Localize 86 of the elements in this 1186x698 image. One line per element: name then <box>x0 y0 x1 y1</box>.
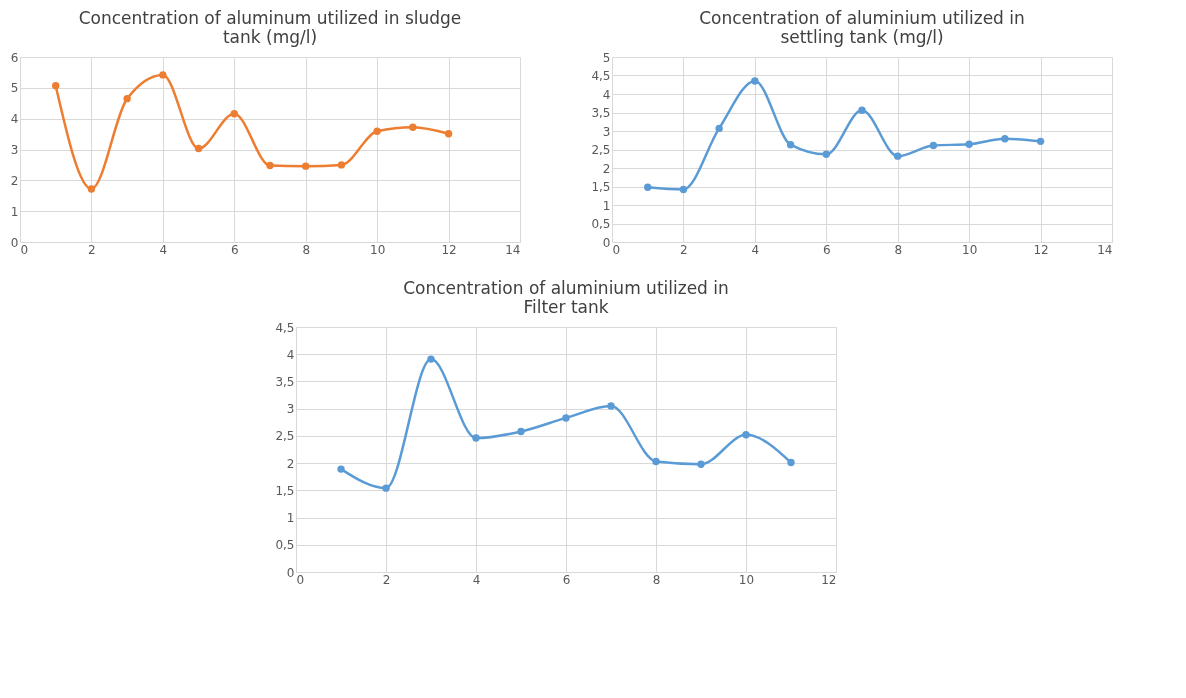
chart-title: Concentration of aluminium utilized in Filter tank <box>403 278 729 317</box>
point <box>266 161 274 170</box>
chart-title: Concentration of aluminium utilized in settling tank (mg/l) <box>699 8 1025 47</box>
y-tick-label: 3,5 <box>591 106 611 120</box>
x-tick-label: 6 <box>230 242 239 257</box>
point <box>517 427 525 436</box>
y-tick-label: 4,5 <box>275 320 295 335</box>
point <box>87 185 96 193</box>
x-tick-label: 8 <box>302 242 311 257</box>
x-tick-label: 12 <box>441 242 457 257</box>
y-tick-label: 6 <box>10 50 19 65</box>
y-tick-label: 1 <box>286 511 295 526</box>
x-tick-label: 4 <box>472 572 481 587</box>
point <box>444 130 453 138</box>
x-tick-label: 2 <box>88 242 96 257</box>
point <box>337 161 346 169</box>
point <box>230 110 238 118</box>
x-tick-label: 10 <box>370 242 386 257</box>
x-tick-label: 0 <box>296 572 305 587</box>
y-tick-label: 2,5 <box>275 429 295 444</box>
point <box>652 457 660 466</box>
point <box>644 183 652 191</box>
y-tick-label: 2 <box>286 456 295 471</box>
point <box>787 458 795 467</box>
y-tick-label: 1 <box>10 204 19 219</box>
point <box>382 484 390 492</box>
y-tick-label: 1 <box>602 198 611 213</box>
point <box>562 414 570 422</box>
point <box>194 144 203 153</box>
x-tick-label: 4 <box>751 242 760 257</box>
y-tick-label: 4 <box>602 87 611 102</box>
y-tick-label: 4 <box>286 347 295 362</box>
y-tick-label: 2 <box>602 161 611 176</box>
point <box>929 141 938 150</box>
point <box>894 152 902 160</box>
point <box>697 460 705 468</box>
x-tick-label: 8 <box>652 572 661 587</box>
x-tick-label: 14 <box>1097 242 1113 257</box>
point <box>427 355 435 363</box>
point <box>159 71 167 79</box>
x-tick-label: 10 <box>738 572 755 587</box>
y-tick-label: 3 <box>602 124 611 139</box>
y-tick-label: 5 <box>602 50 611 65</box>
y-tick-label: 5 <box>10 81 19 96</box>
point <box>858 106 866 114</box>
point <box>786 140 795 149</box>
point <box>965 140 973 149</box>
point <box>472 434 480 442</box>
point <box>742 431 750 439</box>
x-tick-label: 2 <box>382 572 391 587</box>
x-tick-label: 4 <box>159 242 168 257</box>
point <box>123 94 131 103</box>
y-tick-label: 4,5 <box>591 69 611 83</box>
point <box>1036 137 1045 146</box>
y-tick-label: 3 <box>286 402 295 417</box>
point <box>302 162 310 170</box>
x-tick-label: 0 <box>612 242 621 257</box>
point <box>409 123 417 131</box>
point <box>751 77 759 85</box>
y-tick-label: 3 <box>10 143 19 157</box>
x-tick-label: 10 <box>962 242 978 257</box>
x-tick-label: 2 <box>680 242 688 257</box>
y-tick-label: 3,5 <box>275 374 295 389</box>
x-tick-label: 14 <box>505 242 521 257</box>
y-tick-label: 2,5 <box>591 143 611 157</box>
point <box>52 81 60 90</box>
x-tick-label: 12 <box>821 572 837 587</box>
point <box>337 465 345 473</box>
y-tick-label: 4 <box>10 112 19 127</box>
y-tick-label: 2 <box>10 173 19 188</box>
point <box>822 150 830 159</box>
chart-title: Concentration of aluminum utilized in sludge tank (mg/l) <box>78 8 462 47</box>
point <box>1001 135 1009 143</box>
y-tick-label: 1,5 <box>591 180 611 194</box>
point <box>373 127 381 136</box>
x-tick-label: 6 <box>822 242 831 257</box>
point <box>715 124 723 133</box>
y-tick-label: 0,5 <box>275 538 295 553</box>
x-tick-label: 6 <box>562 572 571 587</box>
point <box>607 402 615 410</box>
y-tick-label: 1,5 <box>275 483 295 498</box>
x-tick-label: 8 <box>894 242 903 257</box>
x-tick-label: 0 <box>20 242 29 257</box>
point <box>679 185 688 194</box>
x-tick-label: 12 <box>1033 242 1049 257</box>
y-tick-label: 0,5 <box>591 217 611 231</box>
